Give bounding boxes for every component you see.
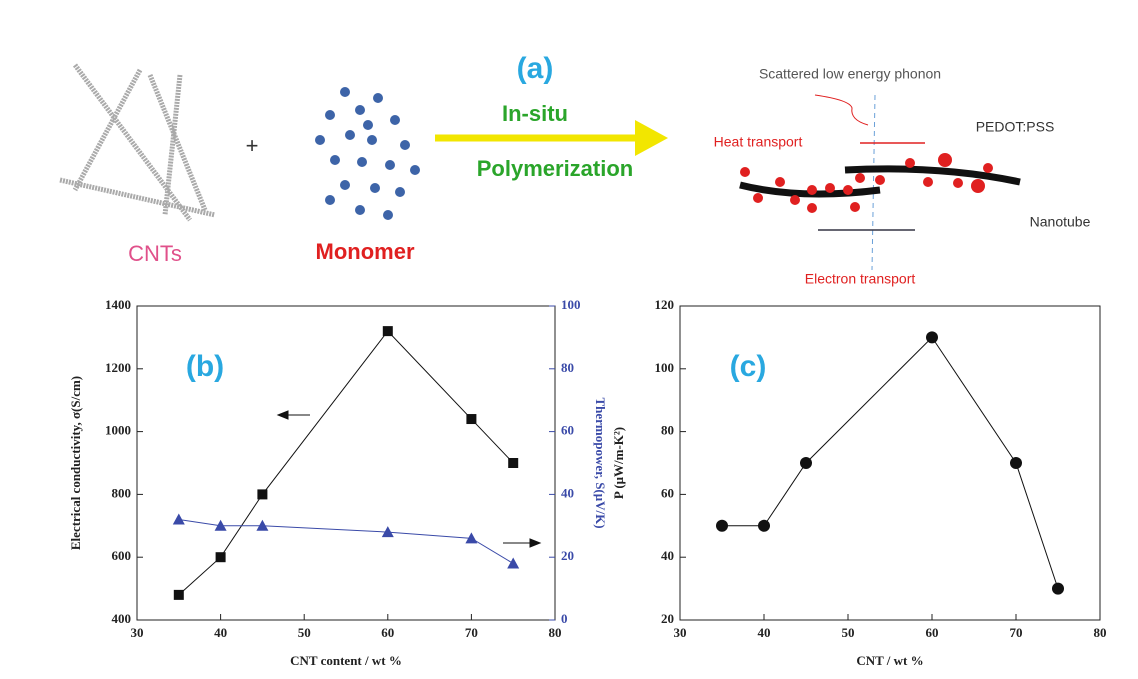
- pedot-label: PEDOT:PSS: [976, 119, 1055, 135]
- y-tick-label: 1200: [105, 360, 131, 375]
- data-point: [382, 326, 393, 337]
- data-point: [716, 519, 728, 532]
- y2-tick-label: 40: [561, 485, 574, 500]
- phonon-arrow: [814, 94, 869, 126]
- y-tick-label: 60: [661, 485, 674, 500]
- data-point: [257, 489, 268, 500]
- cnt-drawing: [59, 63, 216, 222]
- y-axis-label: P (μW/m-K²): [611, 427, 626, 499]
- panel-label: (b): [186, 350, 224, 383]
- x-tick-label: 40: [758, 625, 771, 640]
- x-tick-label: 70: [1010, 625, 1023, 640]
- plot-frame: [679, 305, 1101, 621]
- data-point: [214, 519, 227, 531]
- y2-tick-label: 0: [561, 611, 568, 626]
- data-point: [758, 519, 770, 532]
- data-point: [215, 552, 226, 563]
- x-tick-label: 60: [926, 625, 939, 640]
- x-tick-label: 50: [298, 625, 311, 640]
- panel-label: (c): [730, 350, 767, 383]
- plot-frame: [136, 305, 556, 621]
- x-tick-label: 30: [674, 625, 687, 640]
- y-tick-label: 120: [655, 297, 675, 312]
- y2-tick-label: 60: [561, 423, 574, 438]
- heat-label: Heat transport: [714, 134, 803, 150]
- x-tick-label: 70: [465, 625, 478, 640]
- data-point: [800, 457, 812, 469]
- x-tick-label: 40: [214, 625, 227, 640]
- x-tick-label: 80: [549, 625, 562, 640]
- data-point: [507, 557, 520, 569]
- panel-label: (a): [517, 52, 554, 85]
- data-point: [466, 414, 477, 425]
- monomer-drawing: [315, 87, 420, 220]
- y-tick-label: 100: [655, 360, 675, 375]
- y-tick-label: 600: [112, 548, 132, 563]
- y-tick-label: 20: [661, 611, 674, 626]
- data-point: [172, 513, 185, 525]
- data-point: [926, 331, 938, 344]
- cnt-label: CNTs: [128, 241, 182, 266]
- plus-sign: +: [246, 133, 259, 158]
- nanotube-right: [844, 165, 1021, 186]
- nanotube-left: [739, 181, 881, 198]
- schematic: (a) In-situ Polymerization + CNTs Monome…: [59, 52, 1091, 287]
- data-point: [1052, 582, 1064, 595]
- y2-tick-label: 20: [561, 548, 574, 563]
- step-label: Polymerization: [477, 156, 633, 181]
- y-tick-label: 1000: [105, 423, 131, 438]
- x-axis-label: CNT / wt %: [856, 653, 923, 668]
- x-axis-label: CNT content / wt %: [290, 653, 402, 668]
- y2-tick-label: 100: [561, 297, 581, 312]
- data-point: [1010, 457, 1022, 469]
- electron-label: Electron transport: [805, 271, 916, 287]
- y-tick-label: 800: [112, 485, 132, 500]
- y-tick-label: 40: [661, 548, 674, 563]
- nanotube-label: Nanotube: [1030, 214, 1091, 230]
- y-axis-label: Electrical conductivity, σ(S/cm): [68, 376, 83, 550]
- step-label: In-situ: [502, 101, 568, 126]
- series-line: [178, 330, 514, 596]
- data-point: [381, 526, 394, 538]
- y2-tick-label: 80: [561, 360, 574, 375]
- y-tick-label: 80: [661, 423, 674, 438]
- phonon-label: Scattered low energy phonon: [759, 66, 941, 82]
- pedot-dots: [740, 153, 993, 213]
- interface-line: [871, 94, 876, 271]
- annotation-arrows: [276, 410, 542, 548]
- monomer-label: Monomer: [316, 239, 415, 264]
- data-point: [256, 519, 269, 531]
- y2-axis-label: Thermopower, S(μV/K): [593, 397, 608, 528]
- y-tick-label: 400: [112, 611, 132, 626]
- process-arrow-head: [635, 120, 668, 156]
- x-tick-label: 50: [842, 625, 855, 640]
- y-tick-label: 1400: [105, 297, 131, 312]
- data-point: [173, 589, 184, 600]
- x-tick-label: 60: [381, 625, 394, 640]
- x-tick-label: 80: [1094, 625, 1107, 640]
- series-line: [178, 519, 514, 564]
- data-point: [465, 532, 478, 544]
- x-tick-label: 30: [131, 625, 144, 640]
- data-point: [508, 458, 519, 468]
- series-line: [722, 336, 1059, 589]
